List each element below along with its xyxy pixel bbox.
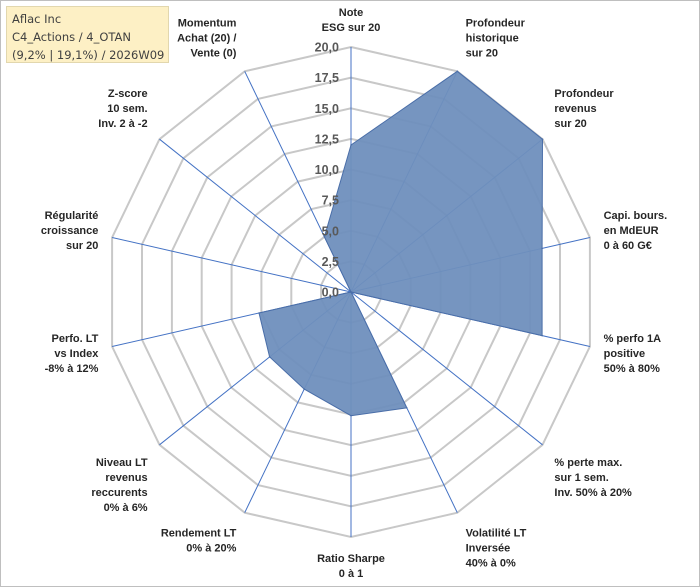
axis-label-0: Note ESG sur 20 [322, 7, 381, 34]
axis-label-line: Rendement LT [161, 528, 237, 540]
axis-label-line: croissance [41, 225, 98, 237]
tick-label-0: 0,0 [322, 286, 339, 300]
axis-label-line: positive [604, 348, 646, 360]
axis-label-line: revenus [105, 472, 147, 484]
chart-title-box: Aflac Inc C4_Actions / 4_OTAN (9,2% | 19… [6, 6, 169, 63]
tick-label-6: 15,0 [315, 102, 339, 116]
company-name: Aflac Inc [12, 12, 62, 26]
axis-spoke-12 [159, 138, 352, 293]
axis-label-line: -8% à 12% [45, 363, 99, 375]
data-point-12 [350, 291, 352, 293]
axis-label-line: Momentum [178, 17, 237, 29]
axis-label-line: 0 à 60 G€ [604, 240, 652, 252]
tick-label-2: 5,0 [322, 224, 339, 238]
data-point-4 [541, 334, 543, 337]
axis-label-11: Régularité croissance sur 20 [41, 210, 98, 252]
axis-label-line: revenus [554, 103, 596, 115]
axis-label-line: Vente (0) [191, 47, 237, 59]
performance-label: (9,2% | 19,1%) / 2026W09 [12, 48, 165, 62]
tick-label-8: 20,0 [315, 41, 339, 55]
axis-label-2: Profondeur revenus sur 20 [554, 88, 614, 130]
axis-label-line: Profondeur [466, 17, 526, 29]
data-point-7 [350, 414, 352, 417]
radar-series [258, 70, 544, 417]
axis-label-10: Perfo. LT vs Index -8% à 12% [45, 333, 100, 375]
series-area [258, 70, 544, 417]
data-point-3 [541, 247, 543, 250]
axis-label-line: Achat (20) / [177, 32, 236, 44]
axis-label-line: Capi. bours. [604, 210, 668, 222]
axis-label-line: Inv. 50% à 20% [554, 487, 632, 499]
axis-label-line: Z-score [108, 88, 148, 100]
axis-label-1: Profondeur historique sur 20 [466, 17, 526, 59]
radar-tick-labels: 0,0 2,5 5,0 7,5 10,0 12,5 15,0 17,5 20,0 [315, 41, 339, 300]
axis-label-line: Ratio Sharpe [317, 553, 385, 565]
axis-label-line: 40% à 0% [466, 558, 516, 570]
axis-label-13: Momentum Achat (20) / Vente (0) [177, 17, 237, 59]
tick-label-5: 12,5 [315, 132, 339, 146]
axis-label-line: 0 à 1 [339, 568, 363, 580]
axis-label-line: Niveau LT [96, 457, 148, 469]
axis-label-line: sur 20 [466, 47, 498, 59]
data-point-10 [258, 312, 260, 314]
data-point-6 [406, 407, 408, 409]
axis-label-line: % perte max. [554, 457, 622, 469]
axis-label-line: 0% à 6% [104, 502, 148, 514]
axis-label-line: vs Index [54, 348, 99, 360]
radar-axis-labels: Note ESG sur 20 Profondeur historique sur 20… [41, 7, 667, 580]
tick-label-7: 17,5 [315, 71, 339, 85]
axis-label-line: 50% à 80% [604, 363, 660, 375]
axis-label-line: en MdEUR [604, 225, 659, 237]
axis-label-12: Z-score 10 sem. Inv. 2 à -2 [98, 88, 147, 130]
axis-label-line: Profondeur [554, 88, 614, 100]
data-point-8 [303, 388, 306, 390]
axis-label-line: % perfo 1A [604, 333, 662, 345]
axis-label-line: historique [466, 32, 519, 44]
axis-label-3: Capi. bours. en MdEUR 0 à 60 G€ [604, 210, 668, 252]
axis-label-line: Inv. 2 à -2 [98, 118, 147, 130]
axis-label-7: Ratio Sharpe 0 à 1 [317, 553, 385, 580]
axis-spoke-11 [111, 237, 352, 293]
data-point-0 [350, 144, 352, 146]
axis-label-line: sur 1 sem. [554, 472, 608, 484]
axis-label-line: Perfo. LT [52, 333, 99, 345]
category-label: C4_Actions / 4_OTAN [12, 30, 132, 44]
axis-label-line: 0% à 20% [186, 543, 236, 555]
axis-label-line: Inversée [466, 543, 511, 555]
axis-label-line: sur 20 [66, 240, 98, 252]
axis-label-line: Note [339, 7, 363, 19]
axis-label-line: Volatilité LT [466, 528, 527, 540]
axis-label-8: Rendement LT 0% à 20% [161, 528, 237, 555]
tick-label-1: 2,5 [322, 255, 339, 269]
axis-label-line: reccurents [91, 487, 147, 499]
axis-label-5: % perte max. sur 1 sem. Inv. 50% à 20% [554, 457, 632, 499]
data-point-1 [456, 70, 459, 73]
axis-label-4: % perfo 1A positive 50% à 80% [604, 333, 662, 375]
data-point-9 [268, 356, 271, 358]
axis-label-line: sur 20 [554, 118, 586, 130]
tick-label-3: 7,5 [322, 194, 339, 208]
data-point-2 [541, 138, 544, 140]
tick-label-4: 10,0 [315, 163, 339, 177]
axis-label-line: Régularité [45, 210, 99, 222]
axis-spoke-5 [350, 291, 543, 446]
axis-label-line: ESG sur 20 [322, 22, 381, 34]
axis-label-6: Volatilité LT Inversée 40% à 0% [466, 528, 527, 570]
axis-label-9: Niveau LT revenus reccurents 0% à 6% [91, 457, 148, 514]
axis-label-line: 10 sem. [107, 103, 147, 115]
data-point-13 [323, 236, 326, 238]
